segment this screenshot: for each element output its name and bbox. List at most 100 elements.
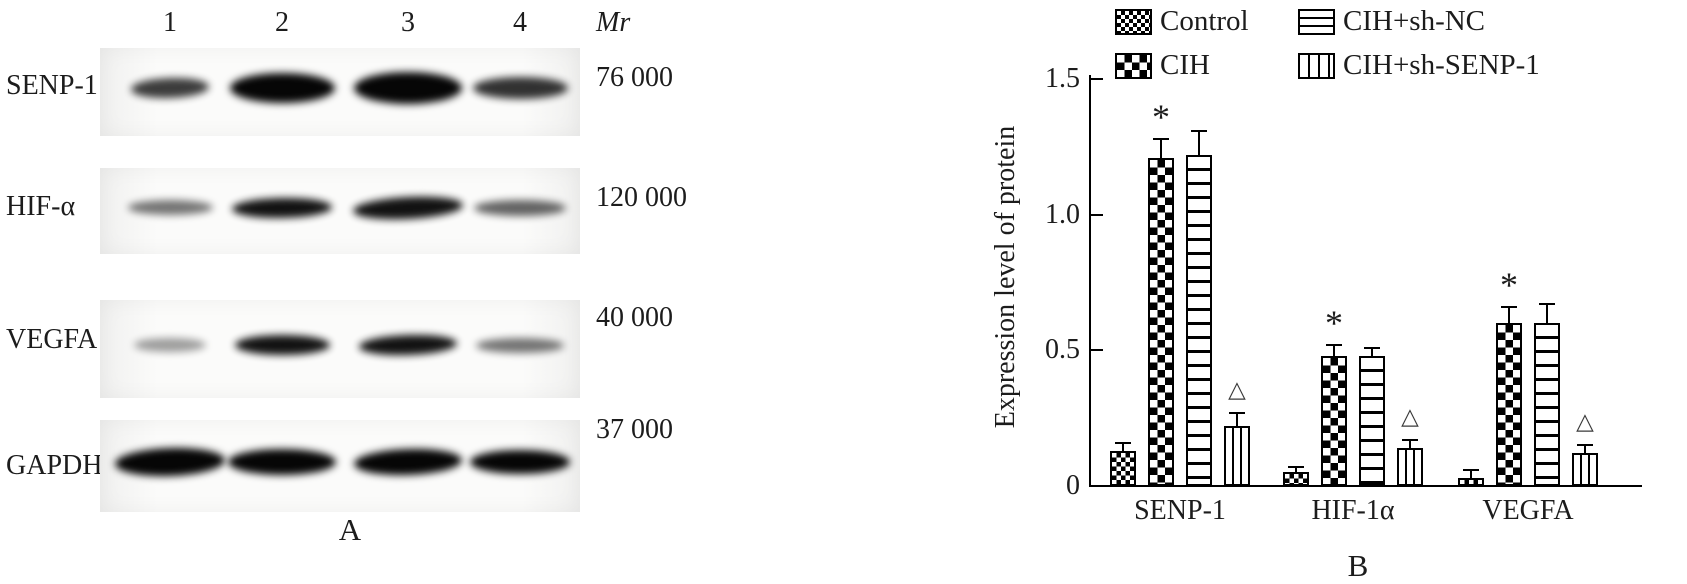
y-axis-title: Expression level of protein [990,125,1021,429]
error-bar-stem [1122,442,1124,451]
error-bar-cap [1326,343,1342,346]
lane-header: 1 [163,7,177,38]
protein-label: VEGFA [6,324,98,355]
blot-band-lane-1 [134,338,206,353]
legend-label: CIH+sh-NC [1343,5,1486,37]
y-tick-label: 1.0 [1045,198,1080,230]
error-bar-cap [1364,346,1380,349]
error-bar-cap [1153,137,1169,140]
blot-strip-gapdh [100,420,580,512]
panel-b-caption: B [1347,548,1369,583]
blot-strip-vegfa [100,300,580,398]
blot-strip-senp-1 [100,48,580,136]
category-label-senp-1: SENP-1 [1134,495,1226,526]
blot-band-lane-4 [476,337,564,353]
error-bar-cap [1402,438,1418,441]
checker-large-swatch-icon [1115,52,1152,79]
error-bar-cap [1191,129,1207,132]
y-axis-line [1089,75,1091,487]
blot-band-lane-2 [234,335,330,356]
y-tick-mark [1090,78,1103,80]
blot-band-lane-3 [354,72,462,105]
error-bar-stem [1409,439,1411,448]
blot-band-lane-1 [130,77,210,100]
error-bar-stem [1333,344,1335,356]
error-bar-stem [1470,469,1472,478]
blot-band-lane-1 [114,446,226,479]
significance-asterisk: * [1325,302,1343,343]
mr-value: 76 000 [596,62,673,93]
lane-header: 3 [401,7,415,38]
legend-item-cih: CIH [1115,49,1210,82]
protein-label: HIF-α [6,191,76,222]
mr-value: 37 000 [596,414,673,445]
error-bar-cap [1229,411,1245,414]
error-bar-stem [1295,467,1297,473]
legend-label: CIH+sh-SENP-1 [1343,49,1540,81]
blot-band-lane-2 [228,449,336,476]
y-tick-mark [1090,349,1103,352]
y-tick-mark [1090,213,1103,216]
error-bar-stem [1546,304,1548,324]
bar-senp-1-cih-sh-senp-1 [1224,426,1250,486]
y-tick-label: 0 [1066,470,1080,501]
panel-a-caption: A [338,512,362,547]
blot-band-lane-3 [358,333,458,357]
y-tick-label: 1.5 [1045,63,1080,94]
error-bar-stem [1371,347,1373,356]
blot-band-lane-4 [474,199,566,216]
significance-triangle: △ [1576,409,1594,435]
error-bar-stem [1198,130,1200,155]
mr-header: Mr [596,7,631,38]
bar-senp-1-cih [1148,157,1174,486]
category-label-hif-1: HIF-1α [1311,495,1395,526]
mr-value: 120 000 [596,182,687,213]
blot-band-lane-3 [352,193,464,222]
significance-asterisk: * [1152,96,1170,137]
bar-vegfa-cih-sh-nc [1534,323,1560,486]
bar-senp-1-control [1110,450,1136,486]
x-axis-line [1089,485,1642,487]
legend-label: Control [1160,5,1249,37]
significance-triangle: △ [1401,403,1419,429]
category-label-vegfa: VEGFA [1482,495,1574,526]
blot-band-lane-4 [472,77,568,100]
error-bar-cap [1115,441,1131,444]
blot-band-lane-2 [231,196,333,219]
blot-band-lane-3 [353,447,463,478]
protein-label: SENP-1 [6,70,98,101]
legend-label: CIH [1160,49,1210,81]
error-bar-cap [1501,305,1517,308]
v-lines-swatch-icon [1298,52,1335,79]
legend-item-control: Control [1115,5,1249,38]
y-tick-label: 0.5 [1045,334,1080,366]
bar-hif-1-cih-sh-senp-1 [1397,448,1423,486]
error-bar-stem [1508,306,1510,324]
legend-item-cih-sh-nc: CIH+sh-NC [1298,5,1485,38]
blot-band-lane-4 [470,450,570,475]
error-bar-cap [1539,303,1555,306]
bar-hif-1-cih-sh-nc [1359,355,1385,486]
bar-hif-1-control [1283,472,1309,486]
bar-vegfa-cih-sh-senp-1 [1572,453,1598,486]
error-bar-stem [1584,445,1586,454]
error-bar-stem [1236,412,1238,427]
error-bar-stem [1160,138,1162,158]
lane-header: 2 [275,7,289,38]
y-tick-mark [1090,485,1103,487]
h-lines-swatch-icon [1298,8,1335,35]
blot-strip-hif [100,168,580,254]
error-bar-cap [1463,468,1479,471]
protein-label: GAPDH [6,450,103,481]
error-bar-cap [1288,466,1304,468]
significance-asterisk: * [1500,264,1518,305]
bar-vegfa-control [1458,477,1484,486]
checker-small-swatch-icon [1115,8,1152,35]
significance-triangle: △ [1228,376,1246,402]
bar-hif-1-cih [1321,355,1347,486]
blot-band-lane-1 [127,200,213,216]
blot-band-lane-2 [229,73,335,104]
legend-item-cih-sh-senp-1: CIH+sh-SENP-1 [1298,49,1540,82]
lane-header: 4 [513,7,527,38]
